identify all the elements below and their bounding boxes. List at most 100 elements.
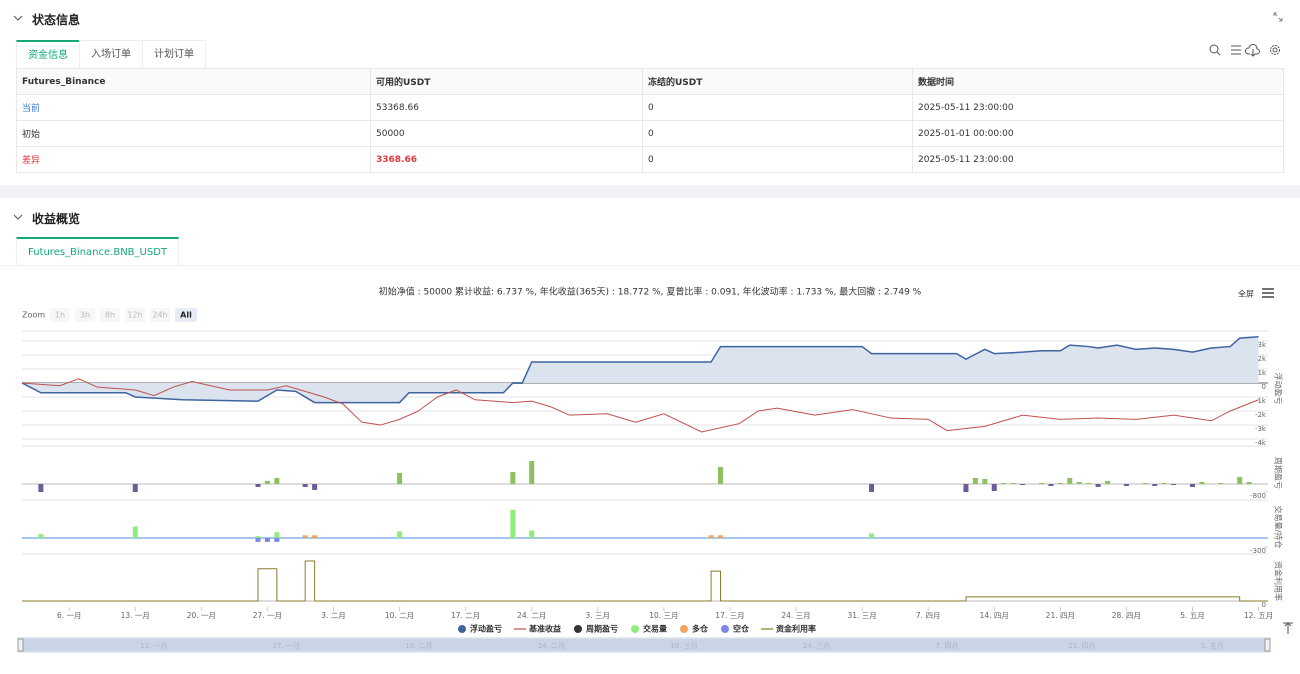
scroll-top-icon[interactable] [1283,622,1293,634]
search-icon[interactable] [1209,44,1221,56]
list-icon[interactable] [1231,45,1241,55]
tab[interactable]: Futures_Binance.BNB_USDT [16,237,180,266]
bar [302,484,308,487]
x-tick-label: 20. 一月 [187,611,216,620]
cell: 差异 [16,146,371,173]
bar [1086,483,1092,484]
x-tick-label: 17. 三月 [715,611,744,620]
bar [869,484,875,492]
bar [302,535,308,538]
navigator-label: 13. 一月 [140,642,167,650]
x-tick-label: 27. 一月 [253,611,282,620]
bar [1048,484,1054,486]
download-icon[interactable] [1244,44,1260,57]
zoom-button-label: 3h [80,311,90,320]
bar [991,484,997,491]
legend-label: 周期盈亏 [586,624,618,634]
bar [1142,483,1148,484]
bar [963,484,969,492]
bar [1095,484,1101,487]
axis-title: 浮动盈亏 [1274,373,1284,405]
settings-icon[interactable] [1270,45,1280,55]
bar [718,535,724,538]
summary: 初始净值 : 50000 累计收益: 6.737 %, 年化收益(365天) :… [379,286,922,298]
bar [510,509,516,538]
collapse-icon[interactable] [13,213,23,221]
y-tick-label: -4k [1255,439,1267,447]
bar [1199,482,1205,484]
x-tick-label: 12. 五月 [1244,611,1273,620]
y-tick-label: -1k [1255,397,1267,405]
bar [1010,483,1016,484]
bar [255,484,261,487]
y-tick-label: 0 [1262,383,1266,391]
profit-panel: 收益概览 Futures_Binance.BNB_USDT [0,198,1300,674]
legend-label: 浮动盈亏 [470,624,502,634]
legend-symbol [574,625,582,633]
navigator-label: 24. 二月 [538,642,565,650]
x-tick-label: 24. 二月 [517,611,546,620]
legend-symbol [721,625,729,633]
y-tick-label: -800 [1250,492,1266,500]
legend-label: 资金利用率 [776,624,816,634]
bar [1171,484,1177,485]
bar [38,534,44,538]
bar [312,484,318,490]
zoom-button[interactable] [150,308,170,322]
cell: 当前 [16,94,371,121]
zoom-button-label: 12h [127,311,142,320]
bar [274,532,280,538]
bar [529,530,535,538]
zoom-button[interactable] [50,308,70,322]
bar [132,484,138,492]
x-tick-label: 13. 一月 [121,611,150,620]
bar [38,484,44,492]
x-tick-label: 31. 三月 [847,611,876,620]
x-tick-label: 7. 四月 [916,611,941,620]
series-line [22,560,1268,602]
bar [869,533,875,538]
tab[interactable]: 计划订单 [142,40,206,68]
bar [255,536,261,538]
bar [1076,482,1082,484]
cell: 50000 [370,120,643,147]
table-row: 初始 50000 0 2025-01-01 00:00:00 [16,120,1284,147]
zoom-button[interactable] [125,308,145,322]
cell: 53368.66 [370,94,643,121]
bar [708,535,714,538]
y-tick-label: 3k [1257,341,1266,349]
bar [274,478,280,484]
navigator-handle[interactable] [1264,638,1271,652]
zoom-button[interactable] [100,308,120,322]
zoom-button-label: 24h [152,311,167,320]
navigator-handle[interactable] [17,638,24,652]
navigator-label: 24. 三月 [803,642,830,650]
header-cell: 可用的USDT [370,68,643,95]
zoom-button-label: 8h [105,311,115,320]
zoom-button[interactable] [75,308,95,322]
bar [1246,482,1252,484]
series-area [22,336,1259,403]
zoom-button[interactable] [175,308,197,322]
expand-icon[interactable] [1273,12,1283,22]
collapse-icon[interactable] [13,14,23,22]
fullscreen-button[interactable]: 全屏 [1238,289,1254,299]
x-tick-label: 3. 二月 [321,611,346,620]
y-tick-label: -3k [1255,425,1267,433]
zoom-button-label: 1h [55,311,65,320]
menu-icon[interactable] [1262,288,1274,298]
zoom-button-label: All [180,311,192,320]
legend-symbol [631,625,639,633]
status-table: Futures_Binance 可用的USDT 冻结的USDT 数据时间 当前 … [16,68,1284,173]
bar [397,531,403,538]
bar [274,537,280,542]
navigator-window[interactable] [22,639,1266,651]
y-tick-label: -2k [1255,411,1267,419]
legend-symbol [458,625,466,633]
legend-symbol [680,625,688,633]
y-tick-label: -300 [1250,547,1266,555]
series-line [21,378,1259,433]
tab[interactable]: 入场订单 [79,40,143,68]
series-line [21,336,1259,404]
